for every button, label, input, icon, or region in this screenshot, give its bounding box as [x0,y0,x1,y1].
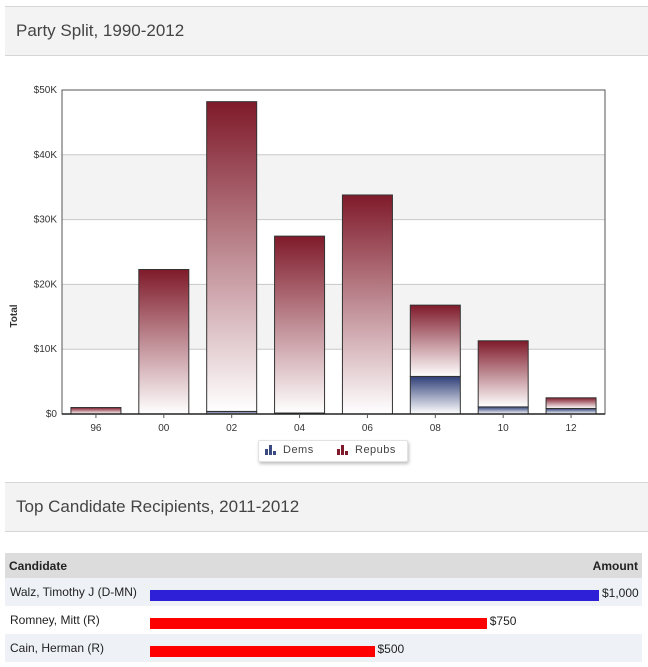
y-tick-label: $40K [34,150,58,161]
amount-value: $750 [489,614,517,628]
x-tick-label: 04 [294,423,306,434]
table-header-row: Candidate Amount [5,553,642,578]
x-tick-label: 08 [430,423,442,434]
x-tick-label: 12 [566,423,578,434]
y-tick-label: $20K [34,279,58,290]
amount-bar [150,590,599,601]
legend-label-repubs: Repubs [355,444,396,456]
y-tick-label: $50K [34,85,58,96]
x-tick-label: 96 [90,423,102,434]
table-row: Cain, Herman (R) $500 [5,634,642,662]
amount-value: $1,000 [602,586,639,600]
party-split-chart: $0 $10K $20K $30K $40K $50K 96 00 02 04 06 08 10 12 … [0,56,648,466]
y-tick-label: $10K [34,344,58,355]
bar-repubs-00[interactable] [138,268,190,415]
top-candidates-header: Top Candidate Recipients, 2011-2012 [5,482,648,532]
candidate-name[interactable]: Walz, Timothy J (D-MN) [5,578,146,606]
bar-repubs-12[interactable] [545,397,597,409]
table-row: Romney, Mitt (R) $750 [5,606,642,634]
top-candidates-title: Top Candidate Recipients, 2011-2012 [16,497,300,516]
bar-repubs-02[interactable] [206,101,258,412]
y-axis-label: Total [9,304,20,327]
amount-cell: $750 [146,606,642,634]
chart-svg: $0$10K$20K$30K$40K$50K 96 00 02 04 06 08 10 12 … [9,85,606,434]
legend-item-dems[interactable]: Dems [265,444,314,456]
candidate-name-text[interactable]: Cain, Herman (R) [10,641,105,655]
amount-cell: $1,000 [146,578,642,606]
amount-bar-cell: $750 [146,606,642,634]
party-split-header: Party Split, 1990-2012 [5,6,648,56]
bar-dems-12[interactable] [545,407,597,415]
bar-chart-icon [337,445,348,455]
candidate-column-header[interactable]: Candidate [5,553,146,578]
x-tick-label: 02 [226,423,238,434]
candidate-name-text[interactable]: Walz, Timothy J (D-MN) [10,585,137,599]
amount-bar-cell: $1,000 [146,578,642,606]
party-split-title: Party Split, 1990-2012 [16,21,185,40]
plot-band [62,154,605,220]
chart-legend: Dems Repubs [258,440,408,462]
amount-bar-cell: $500 [146,634,642,662]
bar-repubs-10[interactable] [477,340,529,408]
amount-value: $500 [377,642,405,656]
x-tick-label: 00 [158,423,170,434]
x-tick-label: 10 [498,423,510,434]
bar-dems-10[interactable] [477,406,529,415]
amount-bar [150,646,375,657]
legend-label-dems: Dems [283,444,314,456]
legend-item-repubs[interactable]: Repubs [337,444,396,456]
candidate-name-text[interactable]: Romney, Mitt (R) [10,613,100,627]
bar-repubs-04[interactable] [274,235,326,414]
table-row: Walz, Timothy J (D-MN) $1,000 [5,578,642,606]
y-tick-label: $0 [46,409,58,420]
bar-repubs-96[interactable] [70,407,122,415]
amount-column-header[interactable]: Amount [146,553,642,578]
amount-bar [150,618,487,629]
bar-chart-icon [265,445,276,455]
y-tick-label: $30K [34,215,58,226]
x-tick-label: 06 [362,423,374,434]
bar-repubs-08[interactable] [409,304,461,377]
plot-band [62,90,605,155]
bar-dems-08[interactable] [409,375,461,415]
candidates-table: Candidate Amount Walz, Timothy J (D-MN) … [5,553,642,662]
candidate-name[interactable]: Cain, Herman (R) [5,634,146,662]
candidate-name[interactable]: Romney, Mitt (R) [5,606,146,634]
amount-cell: $500 [146,634,642,662]
bar-repubs-06[interactable] [341,194,393,415]
